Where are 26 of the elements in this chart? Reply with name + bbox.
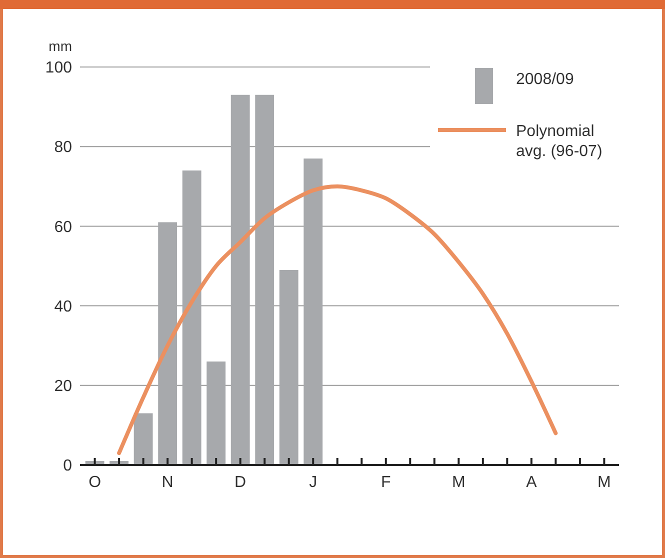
bar [158, 222, 178, 465]
legend-label: 2008/09 [516, 71, 574, 88]
y-axis-title: mm [48, 38, 72, 54]
x-tick-label: A [526, 474, 538, 491]
bar [255, 94, 274, 465]
x-tick-label: J [309, 474, 318, 491]
y-tick-label: 20 [54, 378, 72, 395]
bar [279, 270, 298, 465]
bar [134, 413, 153, 465]
legend-label: Polynomial avg. (96-07) [516, 123, 602, 160]
bar [206, 362, 226, 465]
bar [230, 94, 250, 465]
y-tick-label: 80 [54, 139, 72, 156]
x-tick-label: N [162, 474, 174, 491]
x-tick-label: F [380, 474, 391, 491]
x-tick-label: D [234, 474, 246, 491]
y-tick-label: 0 [63, 458, 72, 475]
line-series [117, 184, 558, 456]
bar [304, 158, 323, 465]
y-tick-label: 100 [45, 60, 72, 77]
bar [182, 170, 202, 465]
x-tick-label: M [598, 474, 611, 491]
y-tick-label: 40 [54, 298, 72, 316]
y-tick-label: 60 [54, 218, 72, 236]
x-tick-label: O [88, 474, 102, 491]
x-tick-label: M [452, 474, 466, 491]
